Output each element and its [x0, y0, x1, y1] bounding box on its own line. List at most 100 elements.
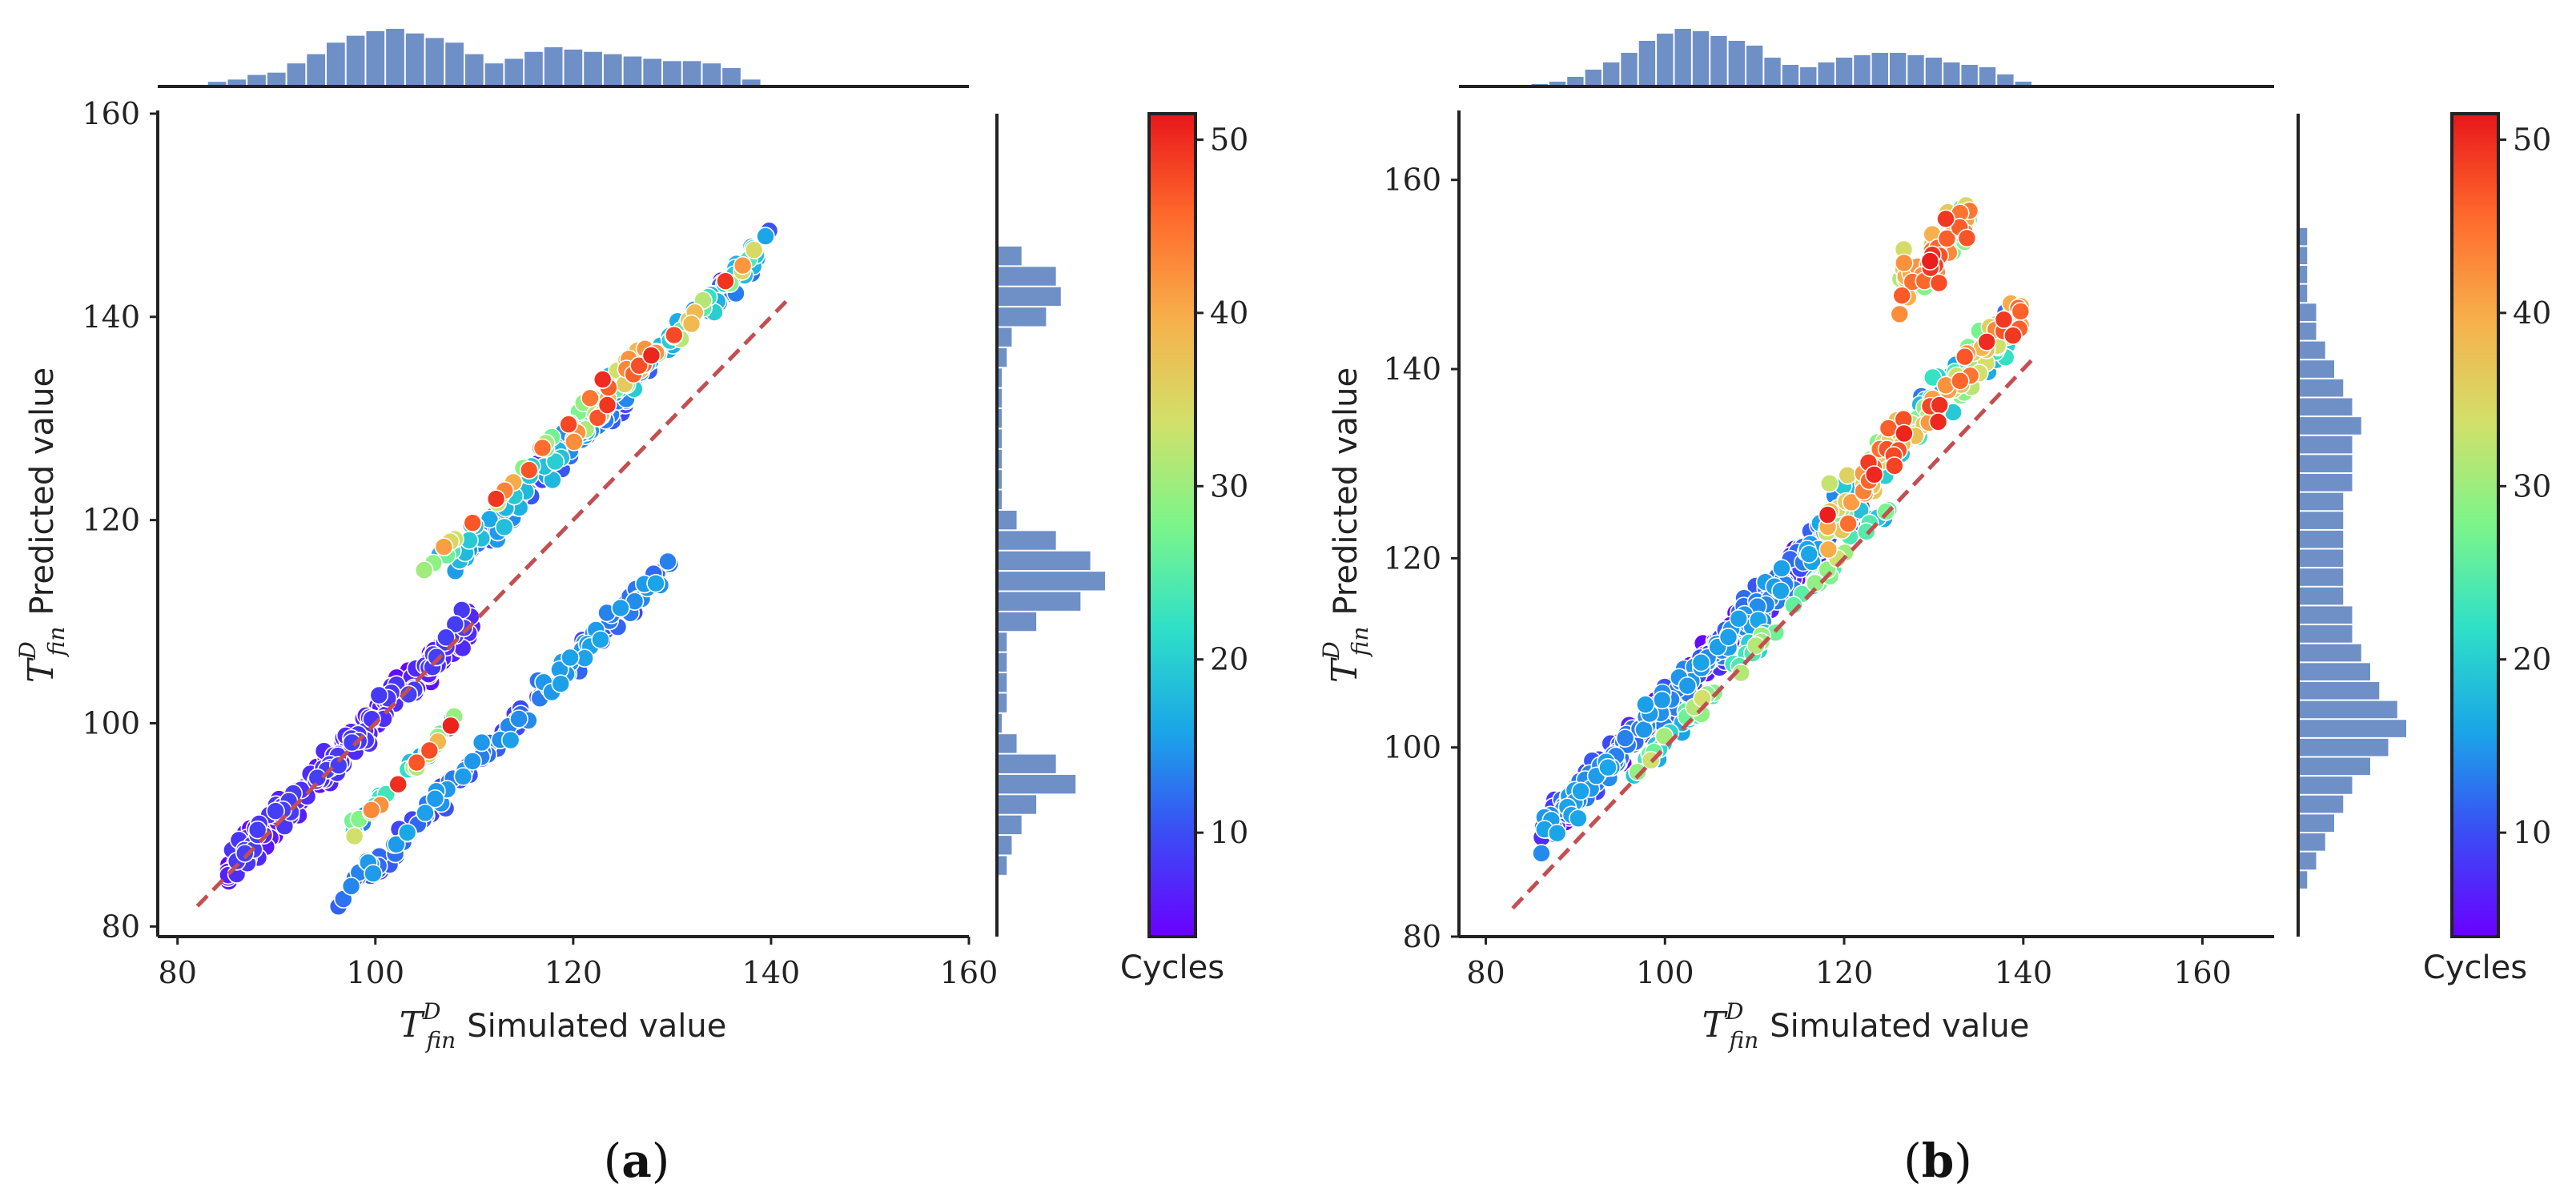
scatter-point: [1839, 514, 1858, 533]
colorbar-gradient-bar: [2450, 112, 2500, 938]
scatter-point: [445, 614, 465, 634]
x-hist-bar: [1567, 77, 1584, 86]
y-tick-label: 100: [1383, 730, 1441, 765]
x-hist-bar: [1782, 65, 1799, 86]
y-hist-bar: [2298, 625, 2353, 643]
y-hist-bar: [997, 490, 1003, 509]
x-axis-label-text: Simulated value: [467, 1008, 726, 1045]
scatter-point: [1930, 395, 1949, 415]
scatter-point: [387, 835, 406, 854]
scatter-point: [1806, 573, 1825, 593]
scatter-point: [561, 648, 580, 668]
x-hist-bar: [327, 42, 345, 86]
scatter-point: [744, 240, 764, 260]
x-axis-label-sup: D: [422, 998, 440, 1025]
caption-b: (b): [1903, 1134, 1972, 1188]
x-tick-label: 140: [1995, 955, 2053, 990]
scatter-point: [1569, 809, 1588, 829]
scatter-point: [1936, 209, 1955, 229]
y-hist-bar: [997, 856, 1007, 875]
y-hist-bar: [2298, 871, 2308, 889]
y-tick-label: 80: [102, 909, 140, 944]
x-hist-bar: [445, 42, 464, 86]
x-axis-label-sub: fin: [424, 1027, 456, 1054]
x-hist-bar: [1746, 46, 1763, 86]
y-hist-bar: [2298, 398, 2353, 416]
y-axis-label: TD fin Predicted value: [14, 367, 70, 683]
scatter-point: [1892, 286, 1911, 306]
y-hist-bar: [997, 510, 1017, 530]
x-axis-label: TD fin Simulated value: [1702, 998, 2030, 1054]
y-hist-bar: [997, 673, 1007, 692]
y-hist-bar: [2298, 700, 2397, 719]
x-hist-bar: [1871, 53, 1888, 86]
x-hist-bar: [1728, 41, 1745, 86]
y-hist-bar: [2298, 568, 2344, 586]
x-tick-label: 160: [940, 955, 999, 990]
scatter-point: [247, 820, 267, 840]
x-hist-bar: [1907, 55, 1924, 86]
scatter-point: [1955, 347, 1975, 367]
x-hist-bar: [405, 33, 424, 87]
y-hist-bar: [997, 287, 1061, 307]
scatter-point: [519, 460, 539, 480]
scatter-point: [420, 740, 440, 761]
y-hist-bar: [997, 632, 1007, 652]
y-marginal-histogram: [2297, 114, 2406, 937]
scatter-point: [545, 451, 565, 472]
y-hist-bar: [2298, 322, 2317, 340]
scatter-point: [658, 552, 677, 572]
y-hist-bar: [2298, 757, 2370, 776]
y-axis-label-sup: D: [14, 641, 41, 660]
y-hist-bar: [997, 612, 1037, 632]
y-hist-bar: [997, 713, 1003, 733]
scatter-point: [472, 732, 492, 752]
scatter-point: [1746, 636, 1766, 656]
colorbar-tick-label: 10: [2513, 815, 2551, 850]
scatter-point: [500, 730, 520, 750]
y-hist-bar: [997, 572, 1105, 591]
x-hist-bar: [584, 51, 602, 86]
y-hist-bar: [2298, 795, 2344, 813]
x-hist-bar: [207, 82, 227, 86]
y-marginal-histogram: [995, 114, 1105, 937]
scatter-point: [1842, 492, 1861, 512]
y-tick-label: 140: [1383, 351, 1441, 387]
scatter-point: [427, 647, 447, 667]
scatter-point: [1895, 423, 1914, 443]
y-hist-bar: [2298, 512, 2344, 529]
scatter-point: [344, 826, 364, 846]
scatter-point: [1615, 728, 1635, 748]
x-hist-bar: [1889, 53, 1907, 86]
scatter-point: [361, 801, 381, 820]
x-hist-bar: [1925, 58, 1943, 86]
y-hist-bar: [997, 368, 1003, 387]
scatter-point: [407, 752, 427, 773]
y-hist-bar: [2298, 266, 2308, 283]
x-hist-bar: [267, 72, 286, 86]
x-hist-bar: [524, 51, 543, 86]
x-axis-label: TD fin Simulated value: [400, 998, 727, 1054]
y-hist-bar: [997, 815, 1022, 835]
x-hist-bar: [307, 54, 326, 86]
y-tick-label: 160: [1383, 163, 1441, 198]
y-hist-bar: [997, 693, 1007, 712]
x-hist-bar: [741, 79, 761, 86]
y-hist-bar: [2298, 341, 2325, 359]
scatter-point: [388, 774, 408, 794]
scatter-point: [453, 767, 473, 786]
x-marginal-histogram: [158, 29, 969, 88]
scatter-point: [629, 355, 649, 375]
scatter-point: [559, 415, 578, 434]
scatter-point: [436, 628, 456, 648]
scatter-point: [463, 752, 482, 771]
scatter-point: [463, 513, 483, 533]
caption-a: (a): [604, 1134, 670, 1188]
x-tick-label: 160: [2173, 955, 2232, 990]
x-hist-bar: [346, 35, 365, 86]
scatter-points: [1532, 195, 2031, 863]
x-tick-label: 120: [545, 955, 603, 990]
x-axis-label-text: Simulated value: [1770, 1008, 2029, 1045]
scatter-point: [342, 732, 362, 752]
